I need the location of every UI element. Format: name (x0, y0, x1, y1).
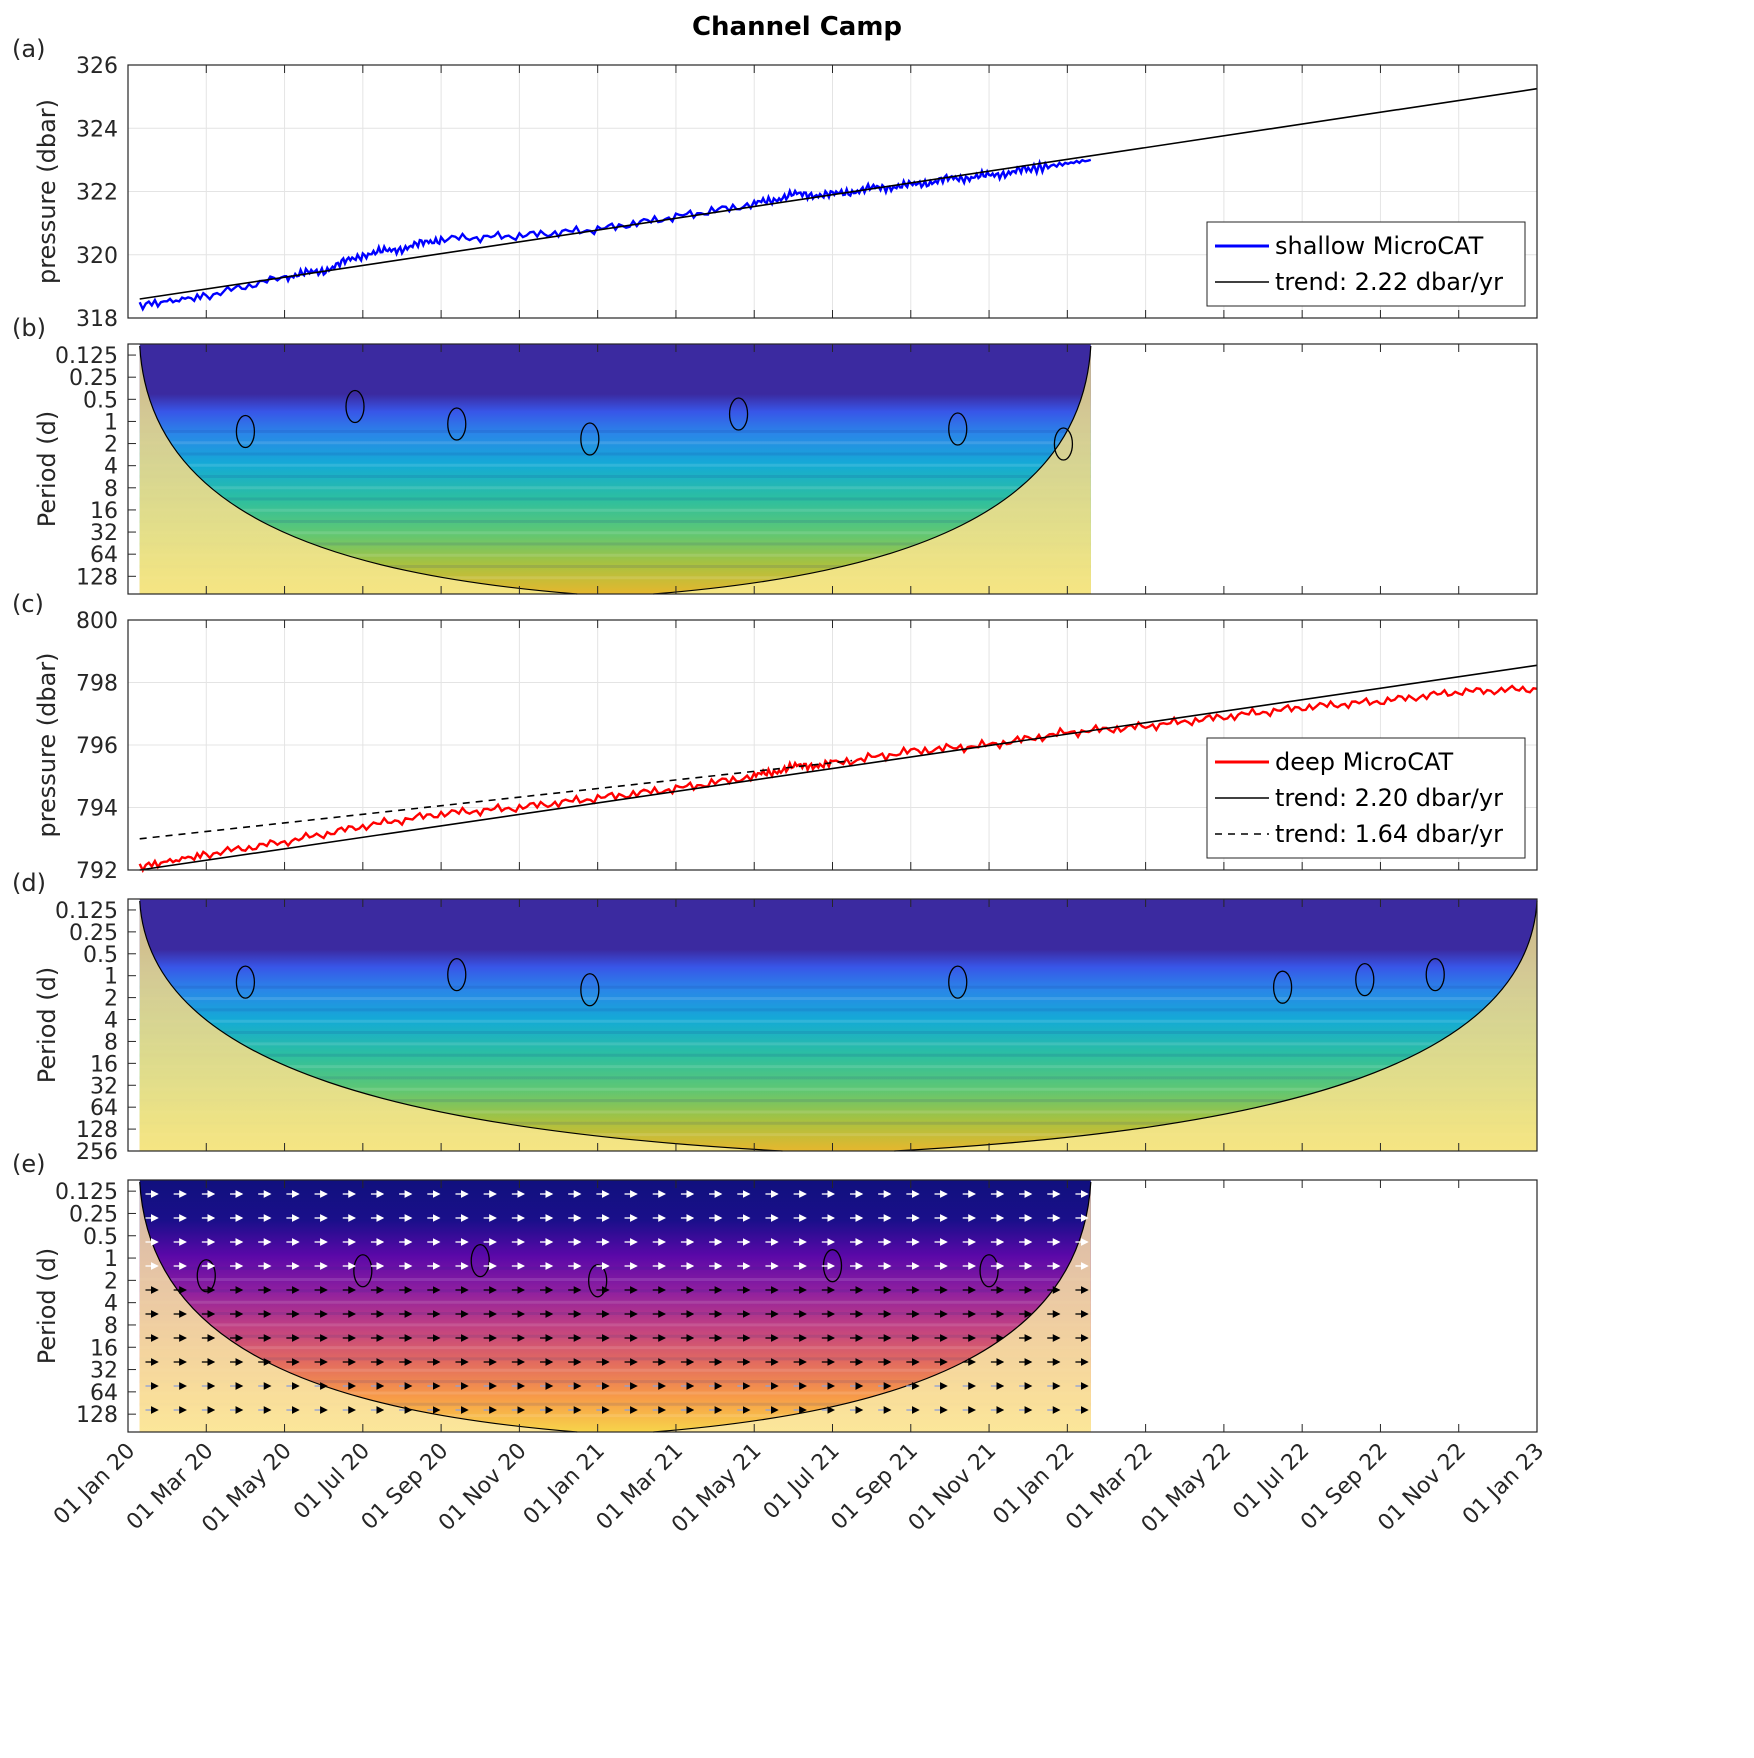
y-axis-label: Period (d) (33, 967, 61, 1083)
panel-label: (c) (12, 590, 44, 618)
cone-of-influence-line (139, 345, 1092, 595)
series-line (138, 684, 1538, 874)
significance-contour (948, 965, 968, 999)
y-tick-label: 1 (104, 1247, 118, 1272)
y-tick-label: 32 (90, 521, 118, 546)
significance-contour (470, 1243, 490, 1278)
significance-contour (948, 412, 968, 446)
y-tick-label: 2 (104, 433, 118, 458)
legend-entry: trend: 2.20 dbar/yr (1275, 784, 1503, 812)
y-tick-label: 128 (76, 565, 118, 590)
y-tick-label: 322 (76, 181, 118, 206)
y-tick-label: 16 (90, 1052, 118, 1077)
significance-contour (196, 1259, 216, 1293)
significance-contour (580, 973, 600, 1007)
significance-contour (728, 397, 749, 431)
y-tick-label: 798 (76, 672, 118, 697)
y-tick-label: 2 (104, 987, 118, 1012)
panel-label: (a) (12, 35, 45, 63)
panel-label: (b) (12, 314, 46, 342)
y-axis-label: Period (d) (33, 1248, 61, 1364)
x-tick-label: 01 Jan 23 (1458, 1439, 1549, 1530)
legend-entry: deep MicroCAT (1275, 748, 1454, 776)
cone-of-influence (139, 346, 1091, 594)
panel-label: (d) (12, 869, 46, 897)
y-tick-label: 8 (104, 1030, 118, 1055)
cone-of-influence-line (139, 900, 1538, 1152)
figure-title: Channel Camp (692, 12, 902, 42)
legend-box (1206, 221, 1526, 307)
cone-of-influence (139, 1182, 1091, 1432)
y-axis-label: pressure (dbar) (33, 652, 61, 837)
y-tick-label: 128 (76, 1118, 118, 1143)
significance-contour (1053, 427, 1074, 461)
y-tick-label: 0.5 (83, 1225, 118, 1250)
y-tick-label: 32 (90, 1074, 118, 1099)
y-tick-label: 2 (104, 1269, 118, 1294)
significance-contour (588, 1264, 608, 1298)
y-tick-label: 318 (76, 307, 118, 332)
y-tick-label: 0.5 (83, 388, 118, 413)
y-tick-label: 256 (76, 1140, 118, 1165)
y-tick-label: 8 (104, 477, 118, 502)
y-tick-label: 4 (104, 1292, 118, 1317)
significance-contour (353, 1254, 373, 1288)
legend-entry: shallow MicroCAT (1275, 232, 1484, 260)
y-tick-label: 326 (76, 54, 118, 79)
significance-contour (1272, 970, 1293, 1004)
significance-contour (447, 957, 467, 992)
significance-contour (580, 422, 600, 456)
y-tick-label: 1 (104, 965, 118, 990)
panel-label: (e) (12, 1150, 46, 1178)
y-tick-label: 0.125 (55, 899, 118, 924)
cone-of-influence (139, 901, 1537, 1151)
series-line (138, 158, 1092, 312)
y-tick-label: 32 (90, 1359, 118, 1384)
significance-contour (979, 1254, 999, 1288)
y-tick-label: 0.25 (69, 1202, 118, 1227)
series-line (139, 87, 1538, 300)
y-axis-label: Period (d) (33, 411, 61, 527)
y-tick-label: 128 (76, 1403, 118, 1428)
significance-contour (235, 414, 256, 449)
y-tick-label: 4 (104, 455, 118, 480)
y-axis-label: pressure (dbar) (33, 99, 61, 284)
y-tick-label: 320 (76, 244, 118, 269)
y-tick-label: 800 (76, 609, 118, 634)
y-tick-label: 324 (76, 117, 118, 142)
legend-entry: trend: 1.64 dbar/yr (1275, 820, 1503, 848)
y-tick-label: 796 (76, 734, 118, 759)
legend-entry: trend: 2.22 dbar/yr (1275, 268, 1503, 296)
y-tick-label: 1 (104, 410, 118, 435)
significance-contour (1425, 957, 1445, 992)
panel-a: (a) pressure (dbar) 318 320 322 324 326 shallow… (12, 35, 1538, 332)
y-tick-label: 64 (90, 1381, 118, 1406)
y-tick-label: 16 (90, 1336, 118, 1361)
significance-contour (447, 407, 467, 441)
significance-contour (345, 389, 365, 424)
y-tick-label: 0.25 (69, 921, 118, 946)
y-tick-label: 64 (90, 1096, 118, 1121)
y-tick-label: 792 (76, 859, 118, 884)
y-tick-label: 8 (104, 1314, 118, 1339)
panel-c: (c) pressure (dbar) 792 794 796 798 800 deep Mi… (12, 590, 1538, 884)
panel-d: (d) Period (d) 0.1250.250.5124816326412825… (12, 869, 1538, 1165)
series-line (139, 759, 853, 840)
significance-contour (1355, 962, 1375, 997)
y-tick-label: 0.5 (83, 943, 118, 968)
y-tick-label: 64 (90, 543, 118, 568)
series-line (139, 664, 1538, 871)
y-tick-label: 0.25 (69, 366, 118, 391)
y-tick-label: 0.125 (55, 1180, 118, 1205)
y-tick-label: 4 (104, 1009, 118, 1034)
y-tick-label: 16 (90, 499, 118, 524)
significance-contour (235, 965, 256, 999)
y-tick-label: 794 (76, 797, 118, 822)
y-tick-label: 0.125 (55, 344, 118, 369)
